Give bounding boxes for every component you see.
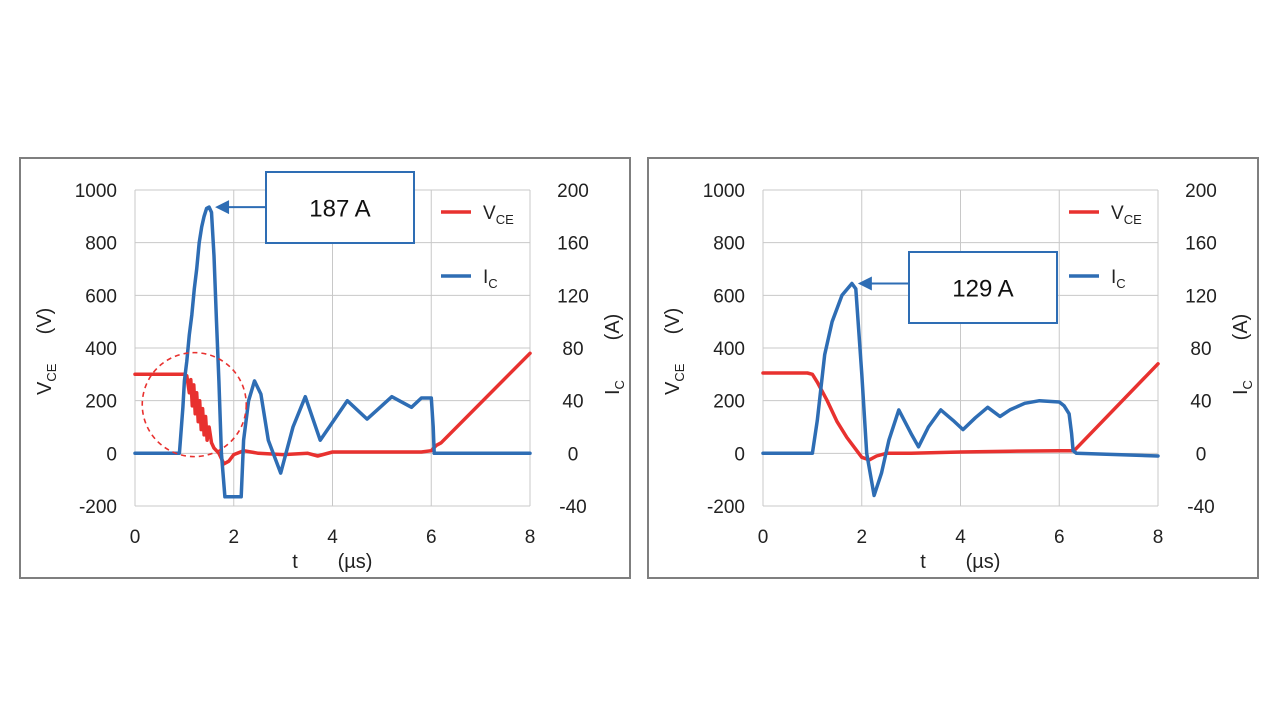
- y-left-axis-title-group: VCE: [34, 363, 59, 395]
- x-tick-label: 8: [525, 527, 536, 548]
- x-tick-label: 6: [426, 527, 437, 548]
- chart-panel-left: 1000 800 600 400 200 0 -200 200 160 120 80 40 0 -40 0 2…: [19, 157, 631, 579]
- y-right-tick-label: 200: [557, 181, 589, 202]
- series-line-ic: [761, 281, 1160, 498]
- y-left-tick-label: -200: [79, 497, 117, 518]
- y-right-tick-label: 0: [1196, 444, 1207, 465]
- x-axis-unit: (µs): [338, 551, 373, 573]
- series-line-vce: [761, 362, 1160, 462]
- y-left-tick-label: 400: [85, 339, 117, 360]
- y-left-axis-unit: (V): [34, 308, 56, 335]
- annotation-arrow-head: [215, 200, 230, 215]
- x-axis-unit: (µs): [966, 551, 1001, 573]
- y-right-tick-label: 80: [1190, 339, 1211, 360]
- y-right-tick-label: 160: [1185, 234, 1217, 255]
- y-right-tick-label: 40: [1190, 392, 1211, 413]
- annotation-arrow-head: [857, 276, 872, 291]
- y-right-axis-title: IC: [602, 380, 627, 395]
- y-left-tick-label: 800: [85, 234, 117, 255]
- x-axis-title: t: [292, 551, 298, 573]
- y-right-axis-unit: (A): [602, 314, 624, 341]
- y-left-axis-title: VCE: [34, 363, 59, 395]
- y-right-tick-label: 120: [1185, 286, 1217, 307]
- y-right-tick-label: -40: [1187, 497, 1214, 518]
- y-left-axis-title-group: VCE: [662, 363, 687, 395]
- x-tick-label: 6: [1054, 527, 1065, 548]
- y-right-tick-label: 120: [557, 286, 589, 307]
- y-left-axis-unit: (V): [662, 308, 684, 335]
- y-right-tick-label: 200: [1185, 181, 1217, 202]
- legend: VCE IC: [441, 203, 514, 291]
- y-left-tick-label: 200: [713, 392, 745, 413]
- grid: [762, 189, 1159, 507]
- y-right-tick-label: 80: [562, 339, 583, 360]
- annotation-label: 129 A: [952, 276, 1013, 303]
- y-left-axis-title: VCE: [662, 363, 687, 395]
- annotation-box: [908, 251, 1058, 324]
- y-right-tick-label: -40: [559, 497, 586, 518]
- annotation-label: 187 A: [309, 196, 370, 223]
- series-line-ic: [133, 205, 532, 499]
- y-right-axis-title-group: IC: [602, 380, 627, 395]
- annotation-box: [265, 171, 415, 244]
- y-left-tick-label: -200: [707, 497, 745, 518]
- highlight-circle: [141, 351, 248, 458]
- legend: VCE IC: [1069, 203, 1142, 291]
- legend-label: IC: [483, 267, 498, 291]
- y-right-tick-label: 0: [568, 444, 579, 465]
- y-left-tick-label: 1000: [703, 181, 745, 202]
- x-tick-label: 2: [228, 527, 239, 548]
- y-left-tick-label: 1000: [75, 181, 117, 202]
- y-left-tick-label: 800: [713, 234, 745, 255]
- legend-label: VCE: [1111, 203, 1142, 227]
- x-tick-label: 0: [758, 527, 769, 548]
- y-right-tick-label: 160: [557, 234, 589, 255]
- series-line-vce: [133, 351, 532, 466]
- y-right-axis-unit: (A): [1230, 314, 1252, 341]
- y-left-tick-label: 200: [85, 392, 117, 413]
- x-tick-label: 4: [955, 527, 966, 548]
- chart-panel-right: 1000 800 600 400 200 0 -200 200 160 120 80 40 0 -40 0 2…: [647, 157, 1259, 579]
- y-left-tick-label: 0: [734, 444, 745, 465]
- y-left-tick-label: 400: [713, 339, 745, 360]
- x-tick-label: 0: [130, 527, 141, 548]
- x-tick-label: 8: [1153, 527, 1164, 548]
- y-right-axis-title-group: IC: [1230, 380, 1255, 395]
- x-tick-label: 4: [327, 527, 338, 548]
- legend-label: IC: [1111, 267, 1126, 291]
- y-left-tick-label: 0: [106, 444, 117, 465]
- x-axis-title: t: [920, 551, 926, 573]
- y-right-axis-title: IC: [1230, 380, 1255, 395]
- x-tick-label: 2: [856, 527, 867, 548]
- y-left-tick-label: 600: [85, 286, 117, 307]
- y-right-tick-label: 40: [562, 392, 583, 413]
- y-left-tick-label: 600: [713, 286, 745, 307]
- legend-label: VCE: [483, 203, 514, 227]
